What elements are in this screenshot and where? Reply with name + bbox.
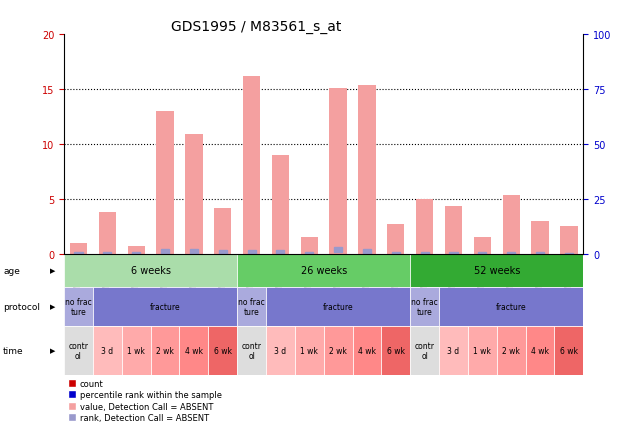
Bar	[416, 199, 433, 254]
Bar	[439, 287, 583, 326]
Text: 6 wk: 6 wk	[213, 346, 232, 355]
Bar	[420, 252, 429, 257]
Bar	[243, 76, 260, 254]
Bar	[497, 326, 526, 375]
Text: 1 wk: 1 wk	[474, 346, 491, 355]
Bar	[554, 326, 583, 375]
Text: 2 wk: 2 wk	[329, 346, 347, 355]
Text: 6 wk: 6 wk	[560, 346, 578, 355]
Text: no frac
ture: no frac ture	[65, 297, 92, 316]
Bar	[214, 208, 231, 254]
Text: 4 wk: 4 wk	[185, 346, 203, 355]
Text: contr
ol: contr ol	[415, 341, 435, 360]
Text: 6 weeks: 6 weeks	[131, 266, 171, 276]
Bar	[474, 238, 491, 254]
Text: ▶: ▶	[50, 304, 55, 310]
Text: ▶: ▶	[50, 268, 55, 273]
Bar	[531, 221, 549, 254]
Bar	[156, 112, 174, 254]
Bar	[70, 243, 87, 254]
Text: 6 wk: 6 wk	[387, 346, 405, 355]
Bar	[358, 86, 376, 254]
Bar	[526, 326, 554, 375]
Text: 4 wk: 4 wk	[358, 346, 376, 355]
Bar	[536, 252, 544, 257]
Bar	[410, 326, 439, 375]
Bar	[381, 326, 410, 375]
Text: no frac
ture: no frac ture	[238, 297, 265, 316]
Text: GDS1995 / M83561_s_at: GDS1995 / M83561_s_at	[171, 20, 342, 33]
Bar	[439, 326, 468, 375]
Text: 1 wk: 1 wk	[128, 346, 145, 355]
Text: fracture: fracture	[150, 302, 180, 311]
Bar	[151, 326, 179, 375]
Bar	[190, 250, 198, 255]
Bar	[122, 326, 151, 375]
Bar	[468, 326, 497, 375]
Text: 52 weeks: 52 weeks	[474, 266, 520, 276]
Bar	[478, 252, 487, 257]
Bar	[64, 287, 93, 326]
Bar	[445, 207, 462, 254]
Text: 3 d: 3 d	[274, 346, 287, 355]
Bar	[185, 135, 203, 254]
Bar	[507, 252, 515, 257]
Bar	[74, 252, 83, 257]
Bar	[237, 287, 266, 326]
Bar	[334, 247, 342, 253]
Bar	[103, 252, 112, 257]
Bar	[324, 326, 353, 375]
Bar	[179, 326, 208, 375]
Bar	[503, 196, 520, 254]
Bar	[410, 254, 583, 287]
Bar	[329, 89, 347, 254]
Text: age: age	[3, 266, 20, 275]
Bar	[301, 238, 318, 254]
Bar	[161, 250, 169, 255]
Bar	[410, 287, 439, 326]
Bar	[276, 251, 285, 256]
Bar	[387, 224, 404, 254]
Bar	[237, 326, 266, 375]
Bar	[266, 326, 295, 375]
Bar	[560, 227, 578, 254]
Bar	[353, 326, 381, 375]
Bar	[64, 254, 237, 287]
Text: fracture: fracture	[496, 302, 526, 311]
Bar	[247, 251, 256, 256]
Text: 2 wk: 2 wk	[503, 346, 520, 355]
Text: protocol: protocol	[3, 302, 40, 311]
Bar	[132, 252, 140, 257]
Bar	[449, 252, 458, 257]
Bar	[64, 326, 93, 375]
Bar	[93, 326, 122, 375]
Text: 3 d: 3 d	[101, 346, 113, 355]
Text: 1 wk: 1 wk	[301, 346, 318, 355]
Text: contr
ol: contr ol	[69, 341, 88, 360]
Text: ▶: ▶	[50, 348, 55, 354]
Bar	[392, 252, 400, 257]
Bar	[565, 253, 573, 258]
Bar	[363, 250, 371, 255]
Text: fracture: fracture	[323, 302, 353, 311]
Text: no frac
ture: no frac ture	[412, 297, 438, 316]
Text: contr
ol: contr ol	[242, 341, 262, 360]
Legend: count, percentile rank within the sample, value, Detection Call = ABSENT, rank, : count, percentile rank within the sample…	[69, 379, 222, 422]
Text: 2 wk: 2 wk	[156, 346, 174, 355]
Text: 26 weeks: 26 weeks	[301, 266, 347, 276]
Bar	[305, 252, 313, 257]
Bar	[237, 254, 410, 287]
Bar	[128, 247, 145, 254]
Bar	[99, 212, 116, 254]
Text: 4 wk: 4 wk	[531, 346, 549, 355]
Text: time: time	[3, 346, 24, 355]
Bar	[93, 287, 237, 326]
Bar	[295, 326, 324, 375]
Bar	[208, 326, 237, 375]
Text: 3 d: 3 d	[447, 346, 460, 355]
Bar	[219, 251, 227, 256]
Bar	[272, 155, 289, 254]
Bar	[266, 287, 410, 326]
